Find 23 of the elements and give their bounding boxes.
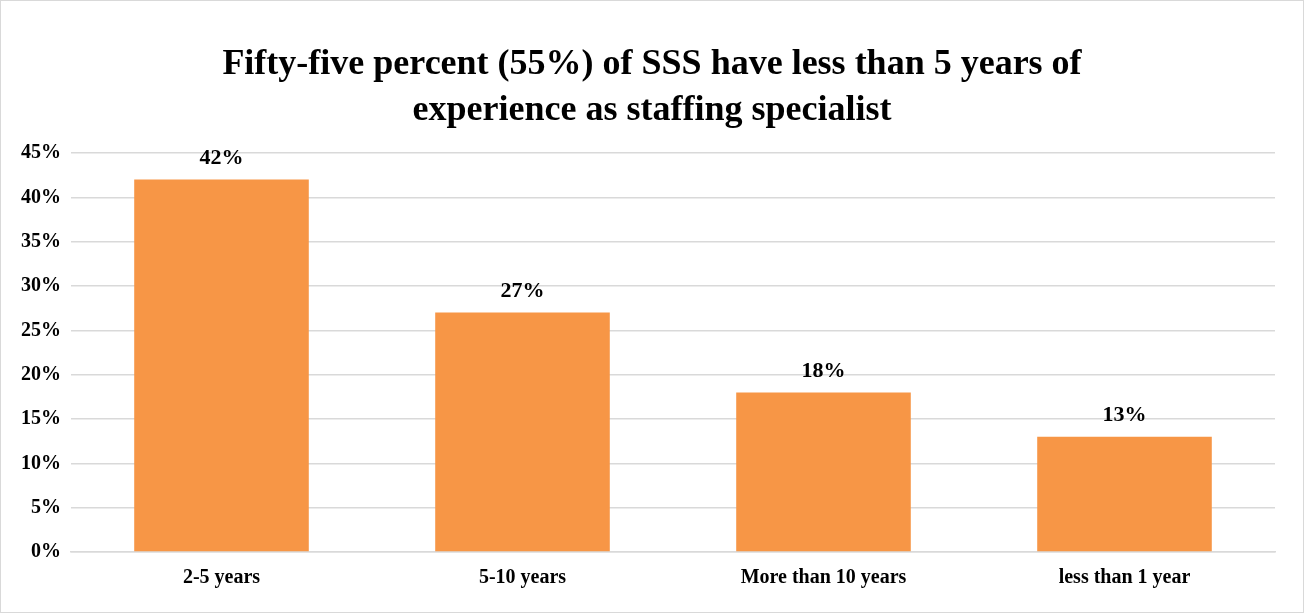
bar xyxy=(435,312,610,552)
data-label: 27% xyxy=(500,277,545,303)
y-tick-label: 45% xyxy=(21,140,61,163)
bar xyxy=(736,392,911,552)
y-tick-label: 30% xyxy=(21,273,61,296)
y-tick-label: 10% xyxy=(21,450,61,473)
x-tick-label: 5-10 years xyxy=(478,565,567,589)
y-tick-label: 5% xyxy=(31,494,61,517)
y-tick-label: 15% xyxy=(21,406,61,429)
x-tick-label: More than 10 years xyxy=(740,565,907,589)
bar xyxy=(134,179,309,552)
y-tick-label: 0% xyxy=(31,539,61,562)
y-tick-label: 20% xyxy=(21,361,61,384)
chart-title: Fifty-five percent (55%) of SSS have less than 5 years of experience as staffing specialist xyxy=(221,41,1083,130)
data-label: 13% xyxy=(1102,401,1147,427)
bar xyxy=(1037,436,1212,552)
x-tick-label: less than 1 year xyxy=(1058,565,1191,589)
y-tick-label: 40% xyxy=(21,184,61,207)
y-tick-label: 25% xyxy=(21,317,61,340)
y-tick-label: 35% xyxy=(21,228,61,251)
x-tick-label: 2-5 years xyxy=(182,565,261,589)
data-label: 42% xyxy=(199,144,244,170)
data-label: 18% xyxy=(801,357,846,383)
